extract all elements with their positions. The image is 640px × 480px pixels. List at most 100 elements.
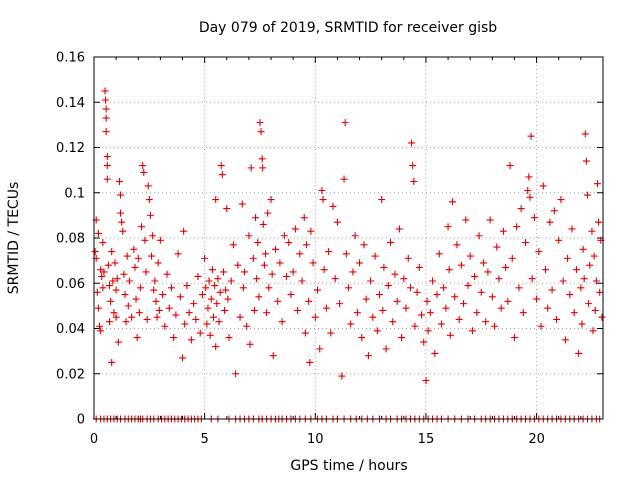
data-point	[152, 297, 160, 305]
data-point	[316, 345, 324, 353]
data-point	[112, 313, 120, 321]
data-point	[149, 232, 157, 240]
data-point	[136, 284, 144, 292]
data-point	[473, 309, 481, 317]
y-tick-label: 0.16	[56, 51, 85, 66]
data-point	[462, 216, 470, 224]
data-point	[167, 284, 175, 292]
data-point	[255, 293, 263, 301]
data-point	[537, 322, 545, 330]
data-point	[515, 284, 523, 292]
data-point	[232, 370, 240, 378]
data-point	[347, 320, 355, 328]
data-point	[113, 275, 121, 283]
data-point	[406, 284, 414, 292]
data-point	[442, 304, 450, 312]
data-point	[283, 272, 291, 280]
y-tick-label: 0.12	[56, 141, 85, 156]
data-point	[132, 295, 140, 303]
data-point	[433, 291, 441, 299]
data-point	[319, 196, 327, 204]
data-point	[219, 268, 227, 276]
data-point	[561, 336, 569, 344]
data-point	[378, 196, 386, 204]
data-point	[371, 252, 379, 260]
data-point	[109, 277, 117, 285]
data-point	[259, 164, 267, 172]
data-point	[382, 345, 390, 353]
data-point	[322, 304, 330, 312]
data-point	[508, 254, 516, 262]
data-point	[375, 291, 383, 299]
data-point	[194, 272, 202, 280]
data-point	[431, 349, 439, 357]
data-point	[525, 173, 533, 181]
data-point	[105, 318, 113, 326]
data-point	[544, 304, 552, 312]
y-axis: 0 0.02 0.04 0.06 0.08 0.1 0.12 0.14 0.16	[56, 51, 603, 428]
data-point	[340, 175, 348, 183]
data-point	[541, 266, 549, 274]
data-point	[216, 288, 224, 296]
data-point	[274, 297, 282, 305]
data-point	[329, 202, 337, 210]
data-point	[105, 282, 113, 290]
data-point	[155, 306, 163, 314]
data-point	[318, 186, 326, 194]
data-point	[130, 245, 138, 253]
data-point	[325, 248, 333, 256]
data-points	[91, 87, 606, 385]
data-point	[464, 282, 472, 290]
data-point	[435, 250, 443, 258]
data-point	[300, 214, 308, 222]
data-point	[413, 288, 421, 296]
data-point	[153, 313, 161, 321]
data-point	[499, 227, 507, 235]
data-point	[488, 293, 496, 301]
data-point	[103, 153, 111, 161]
data-point	[437, 320, 445, 328]
data-point	[179, 354, 187, 362]
data-point	[305, 297, 313, 305]
data-point	[245, 232, 253, 240]
data-point	[117, 191, 125, 199]
data-point	[580, 275, 588, 283]
data-point	[504, 297, 512, 305]
data-point	[387, 239, 395, 247]
data-point	[528, 275, 536, 283]
data-point	[484, 268, 492, 276]
data-point	[586, 261, 594, 269]
data-point	[564, 254, 572, 262]
data-point	[269, 352, 277, 360]
data-point	[497, 304, 505, 312]
data-point	[356, 259, 364, 267]
data-point	[506, 162, 514, 170]
data-point	[311, 313, 319, 321]
data-point	[409, 162, 417, 170]
data-point	[526, 193, 534, 201]
x-axis: 0 5 10 15 20	[90, 57, 582, 447]
data-point	[379, 306, 387, 314]
data-point	[201, 254, 209, 262]
data-point	[207, 295, 215, 303]
data-point	[373, 327, 381, 335]
data-point	[590, 252, 598, 260]
data-point	[141, 236, 149, 244]
data-point	[211, 282, 219, 290]
data-point	[391, 270, 399, 278]
data-point	[360, 241, 368, 249]
data-point	[420, 338, 428, 346]
data-point	[426, 309, 434, 317]
data-point	[176, 293, 184, 301]
data-point	[393, 297, 401, 305]
data-point	[513, 223, 521, 231]
data-point	[256, 119, 264, 127]
data-point	[517, 205, 525, 213]
data-point	[351, 232, 359, 240]
plot-frame	[93, 56, 604, 420]
y-tick-label: 0.06	[56, 277, 85, 292]
data-point	[429, 277, 437, 285]
data-point	[577, 284, 585, 292]
